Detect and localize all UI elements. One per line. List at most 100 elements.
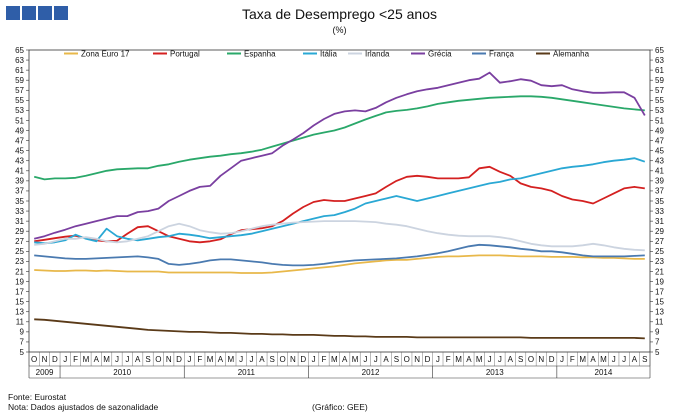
x-tick-label: O bbox=[279, 355, 285, 364]
y-tick-label-left: 51 bbox=[15, 116, 24, 125]
y-tick-label-right: 25 bbox=[655, 247, 664, 256]
x-tick-label: J bbox=[612, 355, 616, 364]
y-tick-label-right: 5 bbox=[655, 348, 660, 357]
y-tick-label-right: 23 bbox=[655, 257, 664, 266]
year-label: 2009 bbox=[36, 368, 54, 377]
series-line bbox=[34, 254, 645, 274]
x-tick-label: A bbox=[466, 355, 472, 364]
logo-square bbox=[6, 6, 20, 20]
y-tick-label-right: 37 bbox=[655, 187, 664, 196]
x-tick-label: A bbox=[632, 355, 638, 364]
y-tick-label-right: 47 bbox=[655, 136, 664, 145]
x-tick-label: J bbox=[363, 355, 367, 364]
legend-label: Zona Euro 17 bbox=[81, 50, 130, 59]
year-label: 2012 bbox=[362, 368, 380, 377]
y-tick-label-right: 45 bbox=[655, 146, 664, 155]
x-tick-label: M bbox=[352, 355, 359, 364]
y-tick-label-left: 17 bbox=[15, 287, 24, 296]
x-tick-label: D bbox=[549, 355, 555, 364]
year-label: 2013 bbox=[486, 368, 504, 377]
y-tick-label-left: 25 bbox=[15, 247, 24, 256]
y-tick-label-right: 49 bbox=[655, 126, 664, 135]
x-tick-label: A bbox=[94, 355, 100, 364]
x-tick-label: A bbox=[590, 355, 596, 364]
legend-label: Irlanda bbox=[365, 50, 390, 59]
y-tick-label-right: 41 bbox=[655, 167, 664, 176]
y-tick-label-left: 23 bbox=[15, 257, 24, 266]
x-tick-label: J bbox=[436, 355, 440, 364]
y-tick-label-left: 39 bbox=[15, 177, 24, 186]
y-tick-label-right: 59 bbox=[655, 76, 664, 85]
x-tick-label: A bbox=[342, 355, 348, 364]
x-tick-label: M bbox=[455, 355, 462, 364]
y-tick-label-right: 15 bbox=[655, 297, 664, 306]
y-tick-label-left: 19 bbox=[15, 277, 24, 286]
x-tick-label: F bbox=[446, 355, 451, 364]
y-tick-label-right: 39 bbox=[655, 177, 664, 186]
x-tick-label: M bbox=[600, 355, 607, 364]
x-tick-label: J bbox=[125, 355, 129, 364]
x-tick-label: J bbox=[63, 355, 67, 364]
x-tick-label: J bbox=[374, 355, 378, 364]
y-tick-label-left: 31 bbox=[15, 217, 24, 226]
legend-label: França bbox=[489, 50, 514, 59]
y-tick-label-left: 65 bbox=[15, 46, 24, 55]
series-line bbox=[33, 95, 645, 181]
x-tick-label: M bbox=[207, 355, 214, 364]
x-tick-label: M bbox=[103, 355, 110, 364]
y-tick-label-left: 55 bbox=[15, 96, 24, 105]
x-tick-label: S bbox=[518, 355, 523, 364]
y-tick-label-left: 13 bbox=[15, 308, 24, 317]
y-tick-label-left: 53 bbox=[15, 106, 24, 115]
y-tick-label-right: 35 bbox=[655, 197, 664, 206]
y-tick-label-right: 57 bbox=[655, 86, 664, 95]
x-tick-label: O bbox=[31, 355, 37, 364]
x-tick-label: M bbox=[476, 355, 483, 364]
x-tick-label: M bbox=[579, 355, 586, 364]
y-tick-label-right: 51 bbox=[655, 116, 664, 125]
x-tick-label: O bbox=[155, 355, 161, 364]
y-tick-label-left: 63 bbox=[15, 56, 24, 65]
x-tick-label: N bbox=[538, 355, 544, 364]
x-tick-label: D bbox=[52, 355, 58, 364]
x-tick-label: S bbox=[394, 355, 399, 364]
y-tick-label-left: 33 bbox=[15, 207, 24, 216]
gee-logo bbox=[6, 6, 68, 20]
x-tick-label: J bbox=[250, 355, 254, 364]
y-tick-label-left: 35 bbox=[15, 197, 24, 206]
y-tick-label-left: 7 bbox=[20, 338, 25, 347]
x-tick-label: A bbox=[259, 355, 265, 364]
x-tick-label: F bbox=[322, 355, 327, 364]
legend-label: Portugal bbox=[170, 50, 200, 59]
x-tick-label: F bbox=[570, 355, 575, 364]
x-tick-label: J bbox=[560, 355, 564, 364]
y-tick-label-left: 15 bbox=[15, 297, 24, 306]
year-label: 2011 bbox=[238, 368, 256, 377]
x-tick-label: F bbox=[197, 355, 202, 364]
chart-credit: (Gráfico: GEE) bbox=[312, 402, 368, 412]
y-tick-label-left: 57 bbox=[15, 86, 24, 95]
y-tick-label-left: 49 bbox=[15, 126, 24, 135]
y-tick-label-right: 17 bbox=[655, 287, 664, 296]
y-tick-label-left: 21 bbox=[15, 267, 24, 276]
y-tick-label-left: 61 bbox=[15, 66, 24, 75]
chart-title: Taxa de Desemprego <25 anos bbox=[242, 6, 437, 22]
legend-label: Grécia bbox=[428, 50, 452, 59]
source-note: Fonte: Eurostat bbox=[8, 392, 67, 402]
x-tick-label: M bbox=[227, 355, 234, 364]
x-tick-label: N bbox=[414, 355, 420, 364]
x-tick-label: S bbox=[145, 355, 150, 364]
y-tick-label-left: 37 bbox=[15, 187, 24, 196]
legend-label: Espanha bbox=[244, 50, 276, 59]
x-tick-label: A bbox=[135, 355, 141, 364]
y-tick-label-right: 19 bbox=[655, 277, 664, 286]
series-line bbox=[34, 318, 645, 340]
y-tick-label-left: 29 bbox=[15, 227, 24, 236]
x-tick-label: J bbox=[115, 355, 119, 364]
seasonal-note: Nota: Dados ajustados de sazonalidade bbox=[8, 402, 159, 412]
y-tick-label-right: 27 bbox=[655, 237, 664, 246]
y-tick-label-left: 41 bbox=[15, 167, 24, 176]
y-tick-label-right: 63 bbox=[655, 56, 664, 65]
y-tick-label-left: 43 bbox=[15, 157, 24, 166]
y-tick-label-right: 43 bbox=[655, 157, 664, 166]
